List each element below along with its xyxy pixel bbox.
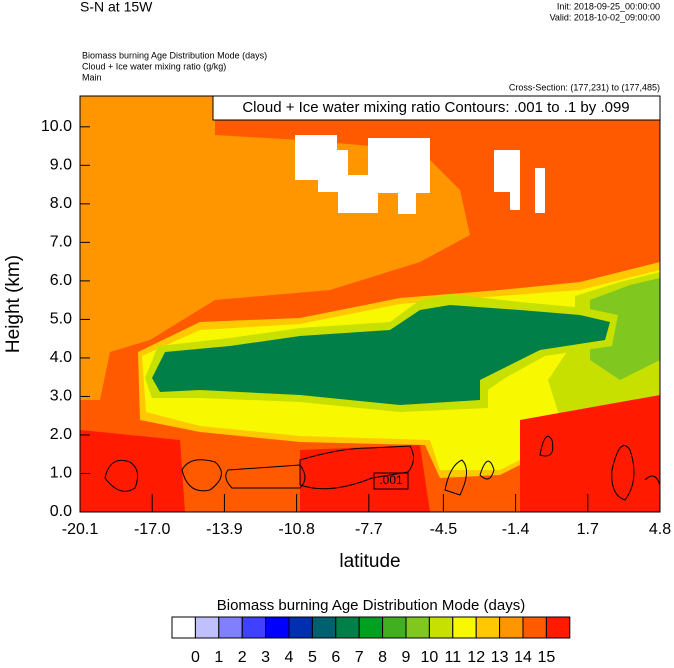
field-title: Biomass burning Age Distribution Mode (d… [82, 50, 267, 60]
colorbar-box [218, 616, 243, 639]
colorbar-title: Biomass burning Age Distribution Mode (d… [217, 597, 525, 614]
chart-title: S-N at 15W [80, 0, 153, 15]
init-time: Init: 2018-09-25_00:00:00 [557, 1, 660, 11]
x-tick-label: 4.8 [649, 521, 671, 538]
colorbar-box [241, 616, 267, 639]
cross-section: Cross-Section: (177,231) to (177,485) [509, 82, 660, 92]
colorbar-box [335, 616, 360, 639]
colorbar-box [171, 616, 196, 639]
valid-time: Valid: 2018-10-02_09:00:00 [550, 12, 660, 22]
y-axis-label: Height (km) [3, 255, 24, 353]
field-region [535, 168, 545, 213]
contour-line [539, 435, 554, 457]
colorbar-label: 0 [191, 649, 200, 666]
field-region [80, 430, 185, 512]
colorbar-label: 4 [285, 649, 294, 666]
contour-label-box [373, 472, 409, 490]
contour-note-box [212, 95, 661, 121]
field-region [368, 138, 430, 193]
colorbar-box [194, 616, 220, 639]
colorbar-box [428, 616, 454, 639]
colorbar-box [475, 616, 501, 639]
contour-line [181, 459, 222, 492]
y-tick-label: 8.0 [50, 195, 72, 212]
x-tick-label: -17.0 [134, 521, 171, 538]
colorbar-label: 3 [261, 649, 270, 666]
colorbar-box [265, 616, 290, 639]
x-tick-label: 1.7 [577, 521, 599, 538]
contour-line [299, 445, 414, 490]
contour-line [644, 475, 661, 486]
contour-line [225, 464, 306, 489]
field-region [398, 190, 416, 214]
contour-label: .001 [379, 473, 403, 487]
colorbar-box [288, 616, 313, 639]
y-tick-label: 4.0 [50, 349, 72, 366]
field-region [338, 175, 378, 213]
y-tick-label: 2.0 [50, 426, 72, 443]
colorbar-box [452, 616, 477, 639]
colorbar-box [358, 616, 384, 639]
contour-note: Cloud + Ice water mixing ratio Contours:… [242, 99, 629, 116]
colorbar-label: 2 [238, 649, 247, 666]
colorbar-box [311, 616, 337, 639]
colorbar-label: 9 [402, 649, 411, 666]
colorbar-label: 13 [491, 649, 509, 666]
colorbar-label: 6 [331, 649, 340, 666]
y-tick-label: 10.0 [41, 118, 72, 135]
x-tick-label: -10.8 [278, 521, 315, 538]
y-tick-label: 9.0 [50, 157, 72, 174]
x-tick-label: -20.1 [62, 521, 99, 538]
field-region [510, 165, 520, 210]
y-tick-label: 6.0 [50, 272, 72, 289]
field-region [152, 305, 610, 405]
contour-line [444, 459, 467, 496]
x-tick-label: -7.7 [355, 521, 383, 538]
field-region [520, 395, 660, 512]
x-axis-label: latitude [339, 551, 400, 572]
colorbar-label: 8 [378, 649, 387, 666]
colorbar-box [545, 616, 571, 639]
filled-field: .001 [80, 96, 661, 512]
colorbar-box [405, 616, 430, 639]
y-tick-label: 5.0 [50, 311, 72, 328]
colorbar-label: 14 [514, 649, 532, 666]
field-region [300, 445, 430, 512]
field-region [590, 278, 660, 380]
colorbar-label: 11 [444, 649, 461, 666]
colorbar-label: 5 [308, 649, 317, 666]
contour-line [479, 460, 495, 480]
colorbar-box [499, 616, 524, 639]
colorbar-label: 7 [355, 649, 364, 666]
contour-title: Cloud + Ice water mixing ratio (g/kg) [82, 61, 226, 71]
x-tick-label: -13.9 [206, 521, 243, 538]
colorbar-box [382, 616, 407, 639]
colorbar-label: 15 [538, 649, 556, 666]
colorbar-label: 10 [421, 649, 439, 666]
y-tick-label: 7.0 [50, 234, 72, 251]
colorbar-box [522, 616, 547, 639]
colorbar-label: 12 [467, 649, 485, 666]
colorbar-label: 1 [214, 649, 223, 666]
y-tick-label: 3.0 [50, 388, 72, 405]
contour-line [611, 445, 635, 501]
y-tick-label: 1.0 [50, 465, 72, 482]
x-tick-label: -4.5 [430, 521, 458, 538]
contour-line [104, 459, 139, 492]
x-tick-label: -1.4 [502, 521, 530, 538]
domain-label: Main [82, 72, 102, 82]
y-tick-label: 0.0 [50, 503, 72, 520]
